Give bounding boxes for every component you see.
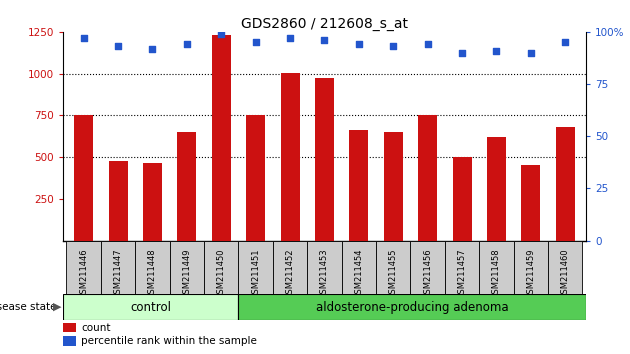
Bar [101,241,135,294]
Bar [63,294,238,320]
Bar [307,241,341,294]
Bar [169,241,204,294]
Point [285,35,295,41]
Point [216,31,226,37]
Text: GSM211453: GSM211453 [320,249,329,299]
Bar [135,241,169,294]
Text: GSM211459: GSM211459 [526,249,536,299]
Text: GSM211460: GSM211460 [561,249,570,299]
Point [354,41,364,47]
Bar [178,132,197,241]
Bar [63,336,76,346]
Text: ▶: ▶ [53,302,61,312]
Point [113,44,123,49]
Bar [212,35,231,241]
Point [423,41,433,47]
Point [319,38,329,43]
Text: GSM211455: GSM211455 [389,249,398,299]
Bar [315,78,334,241]
Text: GSM211454: GSM211454 [354,249,364,299]
Bar [487,137,506,241]
Point [147,46,158,51]
Bar [418,115,437,241]
Bar [273,241,307,294]
Text: GSM211446: GSM211446 [79,249,88,299]
Bar [452,157,471,241]
Text: GSM211458: GSM211458 [492,249,501,299]
Text: GSM211452: GSM211452 [285,249,295,299]
Bar [280,73,299,241]
Bar [522,165,541,241]
Bar [74,115,93,241]
Bar [238,241,273,294]
Text: GSM211457: GSM211457 [457,249,467,299]
Bar [411,241,445,294]
Text: GSM211449: GSM211449 [182,249,192,299]
Bar [556,127,575,241]
Bar [66,241,101,294]
Text: GSM211450: GSM211450 [217,249,226,299]
Bar [204,241,238,294]
Text: count: count [81,323,111,333]
Point [182,41,192,47]
Point [251,39,261,45]
Text: disease state: disease state [0,302,57,312]
Bar [384,132,403,241]
Text: GSM211451: GSM211451 [251,249,260,299]
Text: percentile rank within the sample: percentile rank within the sample [81,336,257,346]
Text: aldosterone-producing adenoma: aldosterone-producing adenoma [316,301,508,314]
Bar [548,241,583,294]
Text: GSM211456: GSM211456 [423,249,432,299]
Point [526,50,536,56]
Bar [143,164,162,241]
Text: GSM211447: GSM211447 [113,249,123,299]
Text: control: control [130,301,171,314]
Bar [350,130,369,241]
Bar [479,241,513,294]
Bar [376,241,411,294]
Bar [341,241,376,294]
Bar [513,241,548,294]
Title: GDS2860 / 212608_s_at: GDS2860 / 212608_s_at [241,17,408,31]
Point [457,50,467,56]
Point [560,39,570,45]
Bar [246,115,265,241]
Text: GSM211448: GSM211448 [148,249,157,299]
Bar [238,294,586,320]
Point [388,44,398,49]
Bar [108,161,127,241]
Point [79,35,89,41]
Point [491,48,501,53]
Bar [445,241,479,294]
Bar [63,323,76,332]
